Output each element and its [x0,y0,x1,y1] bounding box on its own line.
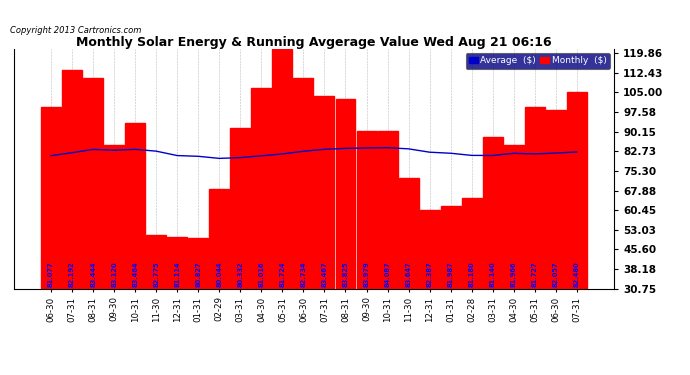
Text: 80.332: 80.332 [237,262,244,287]
Bar [209,189,229,370]
Text: 82.057: 82.057 [553,262,559,287]
Bar [335,99,355,370]
Legend: Average  ($), Monthly  ($): Average ($), Monthly ($) [466,53,609,69]
Bar [273,49,293,370]
Bar [420,210,440,370]
Bar [125,123,145,370]
Bar [483,137,503,370]
Text: 83.120: 83.120 [111,262,117,287]
Text: 81.966: 81.966 [511,262,517,287]
Bar [293,78,313,370]
Bar [504,145,524,370]
Text: 81.727: 81.727 [532,262,538,287]
Text: 83.467: 83.467 [322,262,328,287]
Text: 81.114: 81.114 [175,262,180,287]
Text: 81.140: 81.140 [490,262,495,287]
Bar [567,92,586,370]
Bar [315,96,335,370]
Text: 81.987: 81.987 [448,262,453,287]
Text: 81.180: 81.180 [469,262,475,287]
Bar [167,237,187,370]
Text: 83.647: 83.647 [406,262,411,287]
Bar [62,70,82,370]
Bar [441,206,461,370]
Bar [399,178,419,370]
Text: 82.480: 82.480 [574,262,580,287]
Text: 81.077: 81.077 [48,262,54,287]
Bar [230,128,250,370]
Bar [377,131,397,370]
Text: 80.827: 80.827 [195,262,201,287]
Bar [546,110,566,370]
Bar [357,131,377,370]
Title: Monthly Solar Energy & Running Avgerage Value Wed Aug 21 06:16: Monthly Solar Energy & Running Avgerage … [76,36,552,49]
Text: 83.979: 83.979 [364,262,370,287]
Bar [251,88,271,370]
Bar [41,107,61,370]
Text: 82.775: 82.775 [153,262,159,287]
Text: 83.444: 83.444 [90,262,96,287]
Text: 84.087: 84.087 [384,262,391,287]
Bar [462,198,482,370]
Text: 83.464: 83.464 [132,262,138,287]
Bar [525,107,544,370]
Text: 81.016: 81.016 [258,262,264,287]
Text: 83.825: 83.825 [342,262,348,287]
Text: 80.044: 80.044 [217,262,222,287]
Text: Copyright 2013 Cartronics.com: Copyright 2013 Cartronics.com [10,26,141,35]
Bar [83,78,103,370]
Bar [188,238,208,370]
Text: 81.724: 81.724 [279,262,286,287]
Text: 82.192: 82.192 [69,262,75,287]
Bar [104,145,124,370]
Bar [146,235,166,370]
Text: 82.734: 82.734 [300,262,306,287]
Text: 82.387: 82.387 [426,262,433,287]
